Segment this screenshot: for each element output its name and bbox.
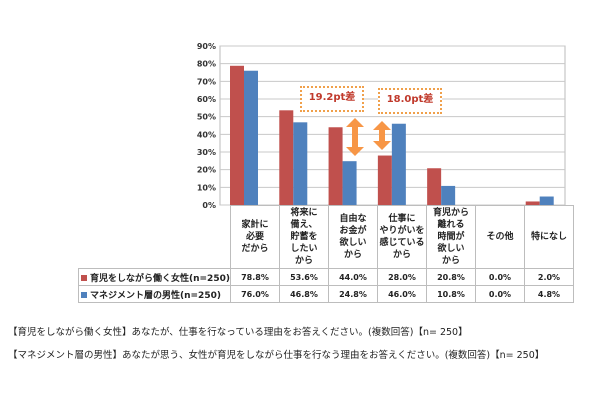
table-row: マネジメント層の男性(n=250) 76.0% 46.8% 24.8% 46.0% 10.… bbox=[78, 285, 574, 303]
bar-women bbox=[377, 155, 392, 205]
annotation-diff-1: 19.2pt差 bbox=[300, 86, 364, 112]
table-corner bbox=[78, 205, 231, 269]
y-tick-label: 70% bbox=[197, 77, 216, 86]
bar-men bbox=[539, 196, 554, 205]
category-label: その他 bbox=[474, 205, 525, 269]
category-label: 自由な お金が 欲しい から bbox=[327, 205, 378, 269]
bar-men bbox=[441, 185, 456, 205]
bar-men bbox=[342, 161, 357, 205]
legend-entry: マネジメント層の男性(n=250) bbox=[78, 285, 231, 303]
data-label: 53.6% bbox=[278, 268, 329, 286]
legend-entry: 育児をしながら働く女性(n=250) bbox=[78, 268, 231, 286]
data-label: 78.8% bbox=[229, 268, 280, 286]
table-row: 育児をしながら働く女性(n=250) 78.8% 53.6% 44.0% 28.0% 20… bbox=[78, 268, 574, 286]
y-tick-label: 10% bbox=[197, 183, 216, 192]
y-tick-label: 30% bbox=[197, 148, 216, 157]
bar-women bbox=[230, 65, 244, 205]
data-label: 20.8% bbox=[425, 268, 476, 286]
legend-swatch bbox=[81, 292, 87, 298]
diff-arrow-1-shaft bbox=[352, 125, 358, 149]
y-tick-label: 60% bbox=[197, 95, 216, 104]
legend-label: マネジメント層の男性(n=250) bbox=[90, 290, 221, 301]
data-label: 28.0% bbox=[376, 268, 427, 286]
caption-men: 【マネジメント層の男性】あなたが思う、女性が育児をしながら仕事を行なう理由をお答… bbox=[8, 350, 545, 361]
annotation-diff-2: 18.0pt差 bbox=[378, 88, 442, 114]
y-tick-label: 40% bbox=[197, 130, 216, 139]
category-label: 仕事に やりがいを 感じている から bbox=[376, 205, 427, 269]
bar-men bbox=[391, 123, 406, 205]
category-label: 育児から 離れる 時間が 欲しい から bbox=[425, 205, 476, 269]
data-label: 10.8% bbox=[425, 285, 476, 303]
legend-swatch bbox=[81, 275, 87, 281]
category-label: 特になし bbox=[523, 205, 574, 269]
y-tick-label: 20% bbox=[197, 166, 216, 175]
data-label: 2.0% bbox=[523, 268, 574, 286]
y-tick-label: 90% bbox=[197, 42, 216, 51]
diff-arrow-2-shaft bbox=[379, 128, 385, 143]
data-label: 76.0% bbox=[229, 285, 280, 303]
diff-arrow-1-head-down bbox=[346, 147, 364, 156]
data-label: 4.8% bbox=[523, 285, 574, 303]
bar-women bbox=[328, 127, 343, 205]
data-table: 家計に 必要 だから 将来に 備え、 貯蓄を したい から 自由な お金が 欲しい … bbox=[78, 205, 574, 303]
bar-women bbox=[279, 110, 294, 205]
bar-men bbox=[293, 122, 308, 205]
bar-men bbox=[244, 70, 258, 205]
diff-arrow-2-head-up bbox=[373, 121, 391, 130]
category-label: 将来に 備え、 貯蓄を したい から bbox=[278, 205, 329, 269]
data-label: 24.8% bbox=[327, 285, 378, 303]
data-label: 46.8% bbox=[278, 285, 329, 303]
category-label: 家計に 必要 だから bbox=[229, 205, 280, 269]
data-label: 46.0% bbox=[376, 285, 427, 303]
y-tick-label: 50% bbox=[197, 113, 216, 122]
legend-label: 育児をしながら働く女性(n=250) bbox=[90, 273, 230, 284]
y-tick-label: 80% bbox=[197, 60, 216, 69]
caption-women: 【育児をしながら働く女性】あなたが、仕事を行なっている理由をお答えください。(複… bbox=[8, 327, 468, 338]
data-label: 0.0% bbox=[474, 268, 525, 286]
diff-arrow-1-head-up bbox=[346, 118, 364, 127]
bar-women bbox=[525, 201, 540, 205]
data-label: 0.0% bbox=[474, 285, 525, 303]
bar-women bbox=[427, 168, 442, 205]
diff-arrow-2-head-down bbox=[373, 141, 391, 150]
data-label: 44.0% bbox=[327, 268, 378, 286]
